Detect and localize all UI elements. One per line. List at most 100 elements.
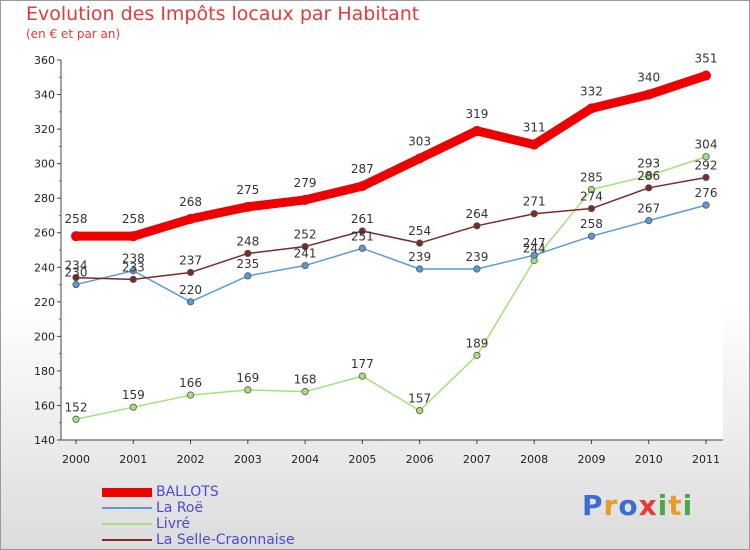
data-point-livr- (416, 407, 424, 415)
y-tick-label: 180 (34, 365, 55, 378)
data-label-la-selle-craonnaise: 233 (122, 260, 145, 274)
data-label-livr-: 157 (408, 392, 431, 406)
data-point-ballots (185, 213, 196, 224)
data-label-la-selle-craonnaise: 271 (523, 195, 546, 209)
data-point-livr- (645, 172, 653, 180)
data-label-ballots: 258 (122, 212, 145, 226)
data-label-livr-: 166 (179, 376, 202, 390)
data-label-ballots: 287 (351, 162, 374, 176)
data-label-la-ro-: 251 (351, 229, 374, 243)
logo-letter: r (603, 489, 619, 522)
y-tick-label: 340 (34, 89, 55, 102)
data-point-ballots (357, 181, 368, 192)
data-point-ballots (701, 70, 711, 81)
data-point-livr- (301, 388, 309, 396)
series-line-la-ro- (75, 204, 707, 303)
x-tick-label: 2006 (406, 453, 434, 466)
data-point-ballots (586, 103, 597, 114)
data-label-la-ro-: 247 (523, 236, 546, 250)
data-point-ballots (471, 125, 482, 136)
data-point-ballots (414, 153, 425, 164)
data-point-ballots (128, 231, 139, 242)
data-point-la-ro- (301, 261, 309, 270)
data-point-la-ro- (358, 244, 366, 252)
data-label-la-ro-: 241 (294, 247, 317, 261)
y-tick-label: 360 (34, 54, 55, 67)
logo-letter: t (668, 489, 683, 522)
data-point-la-ro- (416, 265, 424, 273)
x-tick-label: 2011 (692, 453, 720, 466)
legend-label: Livré (156, 516, 191, 532)
data-label-ballots: 319 (465, 107, 488, 121)
x-tick-label: 2002 (177, 453, 205, 466)
data-label-ballots: 275 (236, 183, 259, 197)
data-label-la-ro-: 235 (236, 257, 259, 271)
y-tick-label: 200 (34, 330, 55, 343)
x-tick-label: 2009 (577, 453, 605, 466)
data-label-la-selle-craonnaise: 261 (351, 212, 374, 226)
y-tick-label: 140 (34, 434, 55, 447)
logo-letter: i (657, 489, 669, 522)
data-label-la-selle-craonnaise: 248 (236, 234, 259, 248)
data-point-la-selle-craonnaise (186, 268, 195, 277)
data-label-ballots: 332 (580, 84, 603, 98)
x-tick-label: 2000 (62, 453, 90, 466)
data-label-la-selle-craonnaise: 274 (580, 190, 603, 204)
data-point-la-selle-craonnaise (587, 204, 596, 213)
data-label-la-ro-: 239 (465, 250, 488, 264)
data-point-livr- (186, 391, 195, 399)
data-point-la-ro- (473, 265, 481, 273)
y-tick-label: 220 (34, 296, 55, 309)
data-label-livr-: 169 (236, 371, 259, 385)
data-label-la-ro-: 276 (695, 186, 718, 200)
data-label-la-selle-craonnaise: 286 (637, 169, 660, 183)
data-label-livr-: 293 (637, 157, 660, 171)
y-tick-label: 240 (34, 261, 55, 274)
data-label-livr-: 168 (294, 373, 317, 387)
x-tick-label: 2005 (348, 453, 376, 466)
data-label-livr-: 189 (465, 336, 488, 350)
x-tick-label: 2010 (635, 453, 663, 466)
legend-label: La Selle-Craonnaise (156, 532, 295, 548)
series-line-la-selle-craonnaise (75, 176, 707, 281)
data-label-la-ro-: 220 (179, 283, 202, 297)
data-point-la-ro- (530, 251, 538, 259)
data-point-ballots (71, 231, 81, 242)
data-point-ballots (643, 89, 654, 100)
data-point-la-ro- (587, 232, 596, 240)
y-tick-label: 260 (34, 227, 55, 240)
data-label-livr-: 304 (695, 138, 718, 152)
data-point-la-selle-craonnaise (702, 173, 710, 182)
data-label-la-selle-craonnaise: 254 (408, 224, 431, 238)
y-tick-label: 320 (34, 123, 55, 136)
logo-letter: P (582, 489, 604, 522)
data-label-ballots: 268 (179, 195, 202, 209)
data-label-la-ro-: 239 (408, 250, 431, 264)
series-line-livr- (75, 155, 707, 421)
logo-letter: o (618, 489, 639, 522)
y-tick-label: 280 (34, 192, 55, 205)
proxiti-logo: Proxiti (582, 489, 693, 522)
series-line-ballots (71, 71, 711, 241)
data-label-la-ro-: 267 (637, 202, 660, 216)
legend-item-la-ro-: La Roë (102, 500, 203, 516)
data-label-livr-: 159 (122, 388, 145, 402)
legend-label: BALLOTS (156, 484, 219, 500)
x-tick-label: 2001 (119, 453, 147, 466)
chart-subtitle: (en € et par an) (26, 27, 121, 41)
data-point-ballots (242, 201, 253, 212)
data-label-la-selle-craonnaise: 237 (179, 253, 202, 267)
legend-swatch (102, 539, 152, 541)
data-label-ballots: 351 (695, 52, 718, 66)
plot-area (61, 60, 723, 440)
data-point-la-ro- (186, 298, 195, 306)
data-point-livr- (72, 415, 80, 423)
data-point-la-selle-craonnaise (301, 242, 309, 251)
x-tick-label: 2008 (520, 453, 548, 466)
legend-item-livr-: Livré (102, 516, 190, 532)
data-point-livr- (244, 386, 252, 394)
data-point-ballots (300, 194, 311, 205)
y-tick-label: 160 (34, 399, 55, 412)
x-tick-label: 2007 (463, 453, 491, 466)
